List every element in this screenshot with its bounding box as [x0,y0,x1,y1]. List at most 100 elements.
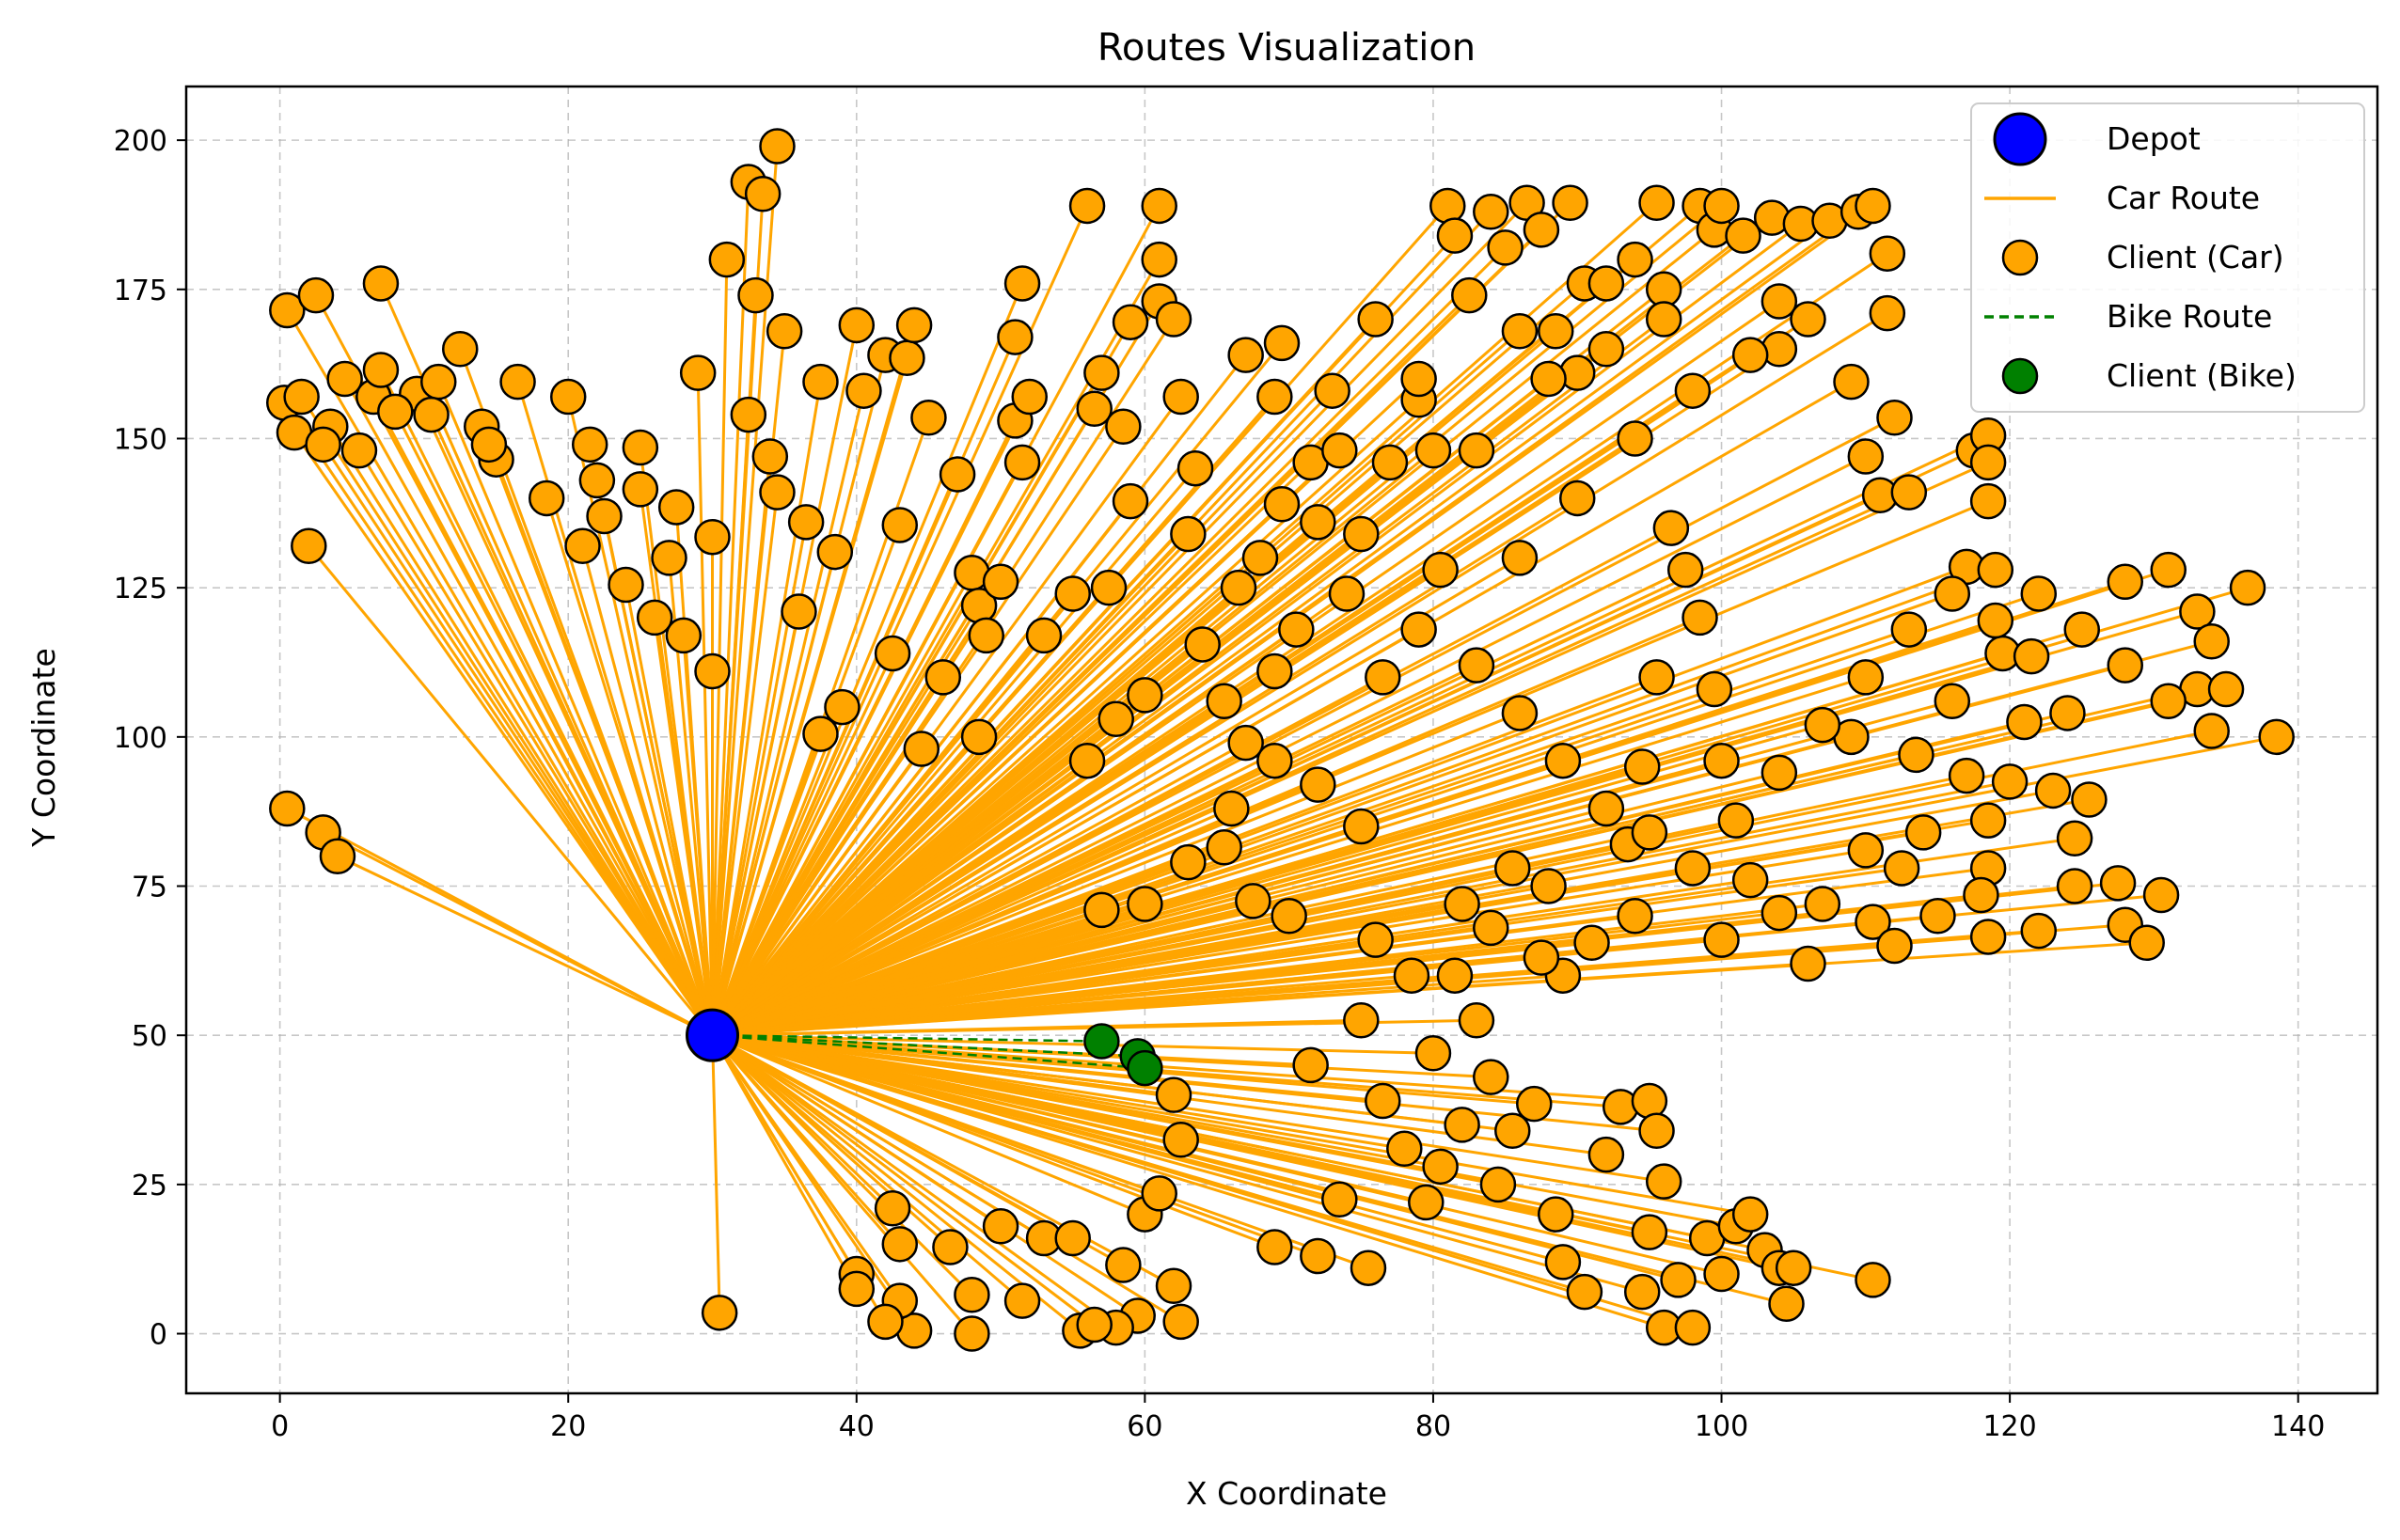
x-tick-label: 60 [1127,1410,1162,1443]
car-route-line [711,676,945,1036]
car-client-marker [1717,802,1755,839]
bike-route-line [712,1033,1145,1070]
car-client-marker [1898,736,1934,774]
car-client-marker [1414,432,1452,469]
car-client-marker [1400,611,1437,648]
car-route-line [712,944,1895,1037]
car-client-marker [881,1226,919,1263]
car-route-line [711,433,1989,1037]
car-route-line [712,1033,1161,1195]
car-client-marker [1170,843,1207,881]
car-client-marker [759,128,796,165]
car-client-marker [1544,742,1582,779]
car-route-line [711,377,1420,1037]
car-route-line [711,354,1247,1037]
car-client-marker [1631,814,1668,851]
car-route-line [711,759,1275,1037]
car-client-marker [1414,1034,1452,1072]
car-route-line [711,461,1989,1037]
car-route-line [711,557,1521,1037]
car-route-line [711,324,859,1036]
car-route-line [712,825,1362,1037]
car-client-marker [1934,683,1971,719]
car-route-line [711,467,1197,1037]
car-route-line [711,1034,952,1249]
car-route-line [712,1033,1873,1281]
car-client-marker [1422,1148,1459,1186]
car-client-marker [845,372,882,409]
car-client-marker [1538,312,1574,350]
car-client-marker [1083,354,1120,391]
car-client-marker [737,276,774,314]
car-client-marker [1112,304,1149,340]
car-client-marker [420,363,457,401]
car-client-marker [1969,444,2007,481]
car-client-marker [824,688,861,726]
car-client-marker [283,378,320,416]
car-route-line [712,1033,1643,1294]
car-route-line [711,399,1420,1037]
car-route-line [711,1035,721,1313]
car-client-marker [889,339,925,377]
car-route-line [343,378,714,1036]
car-client-marker [1408,1184,1445,1221]
car-client-marker [1494,1112,1531,1149]
car-client-marker [1256,1229,1293,1265]
car-client-marker [1530,868,1567,904]
car-route-line [711,1033,1096,1327]
car-route-line [322,443,714,1037]
car-client-marker [1623,1273,1661,1311]
car-client-marker [997,319,1034,355]
car-client-marker [1833,363,1870,401]
car-client-marker [1170,515,1207,553]
car-client-marker [1184,626,1221,663]
plot-frame [184,85,2379,1395]
car-client-marker [1660,1262,1697,1298]
car-client-marker [1761,283,1798,320]
car-client-marker [1054,575,1091,612]
x-tick-label: 140 [2271,1410,2325,1443]
car-route-line [711,1033,1117,1329]
car-client-marker [1473,1059,1509,1095]
car-client-marker [874,635,911,672]
car-client-marker [1617,241,1653,278]
car-client-marker [1847,659,1885,696]
y-tick-label: 0 [150,1319,167,1352]
car-client-marker [1682,599,1718,636]
car-client-marker [1523,939,1560,976]
car-client-marker [1761,754,1798,792]
car-route-line [711,557,1261,1037]
car-client-marker [1444,1107,1480,1143]
car-client-marker [1422,551,1459,589]
car-route-line [711,496,1579,1037]
car-route-line [711,587,1111,1037]
car-client-marker [291,527,327,564]
car-route-line [712,1033,1694,1329]
car-client-marker [838,1270,876,1308]
car-client-marker [1357,301,1394,338]
car-client-marker [679,354,717,391]
car-client-marker [1731,861,1769,899]
car-client-marker [2150,551,2187,589]
car-client-marker [1638,1112,1675,1149]
client-markers [265,128,2295,1352]
car-client-marker [1473,194,1509,230]
car-client-marker [1155,1267,1192,1305]
car-route-line [711,201,1571,1037]
car-client-marker [1176,449,1214,487]
car-route-line [711,1034,901,1246]
car-route-line [711,1033,1045,1240]
car-client-marker [319,838,356,875]
car-client-marker [1674,1309,1712,1346]
legend-label: Depot [2107,120,2201,157]
car-client-marker [1458,432,1495,469]
car-client-marker [781,593,817,630]
car-client-marker [564,527,601,564]
x-tick-label: 120 [1982,1410,2036,1443]
car-client-marker [1523,212,1560,248]
car-client-marker [730,396,767,433]
car-client-marker [1948,757,1985,794]
car-client-marker [499,363,536,401]
x-tick-label: 0 [271,1410,289,1443]
car-client-marker [1155,301,1192,338]
